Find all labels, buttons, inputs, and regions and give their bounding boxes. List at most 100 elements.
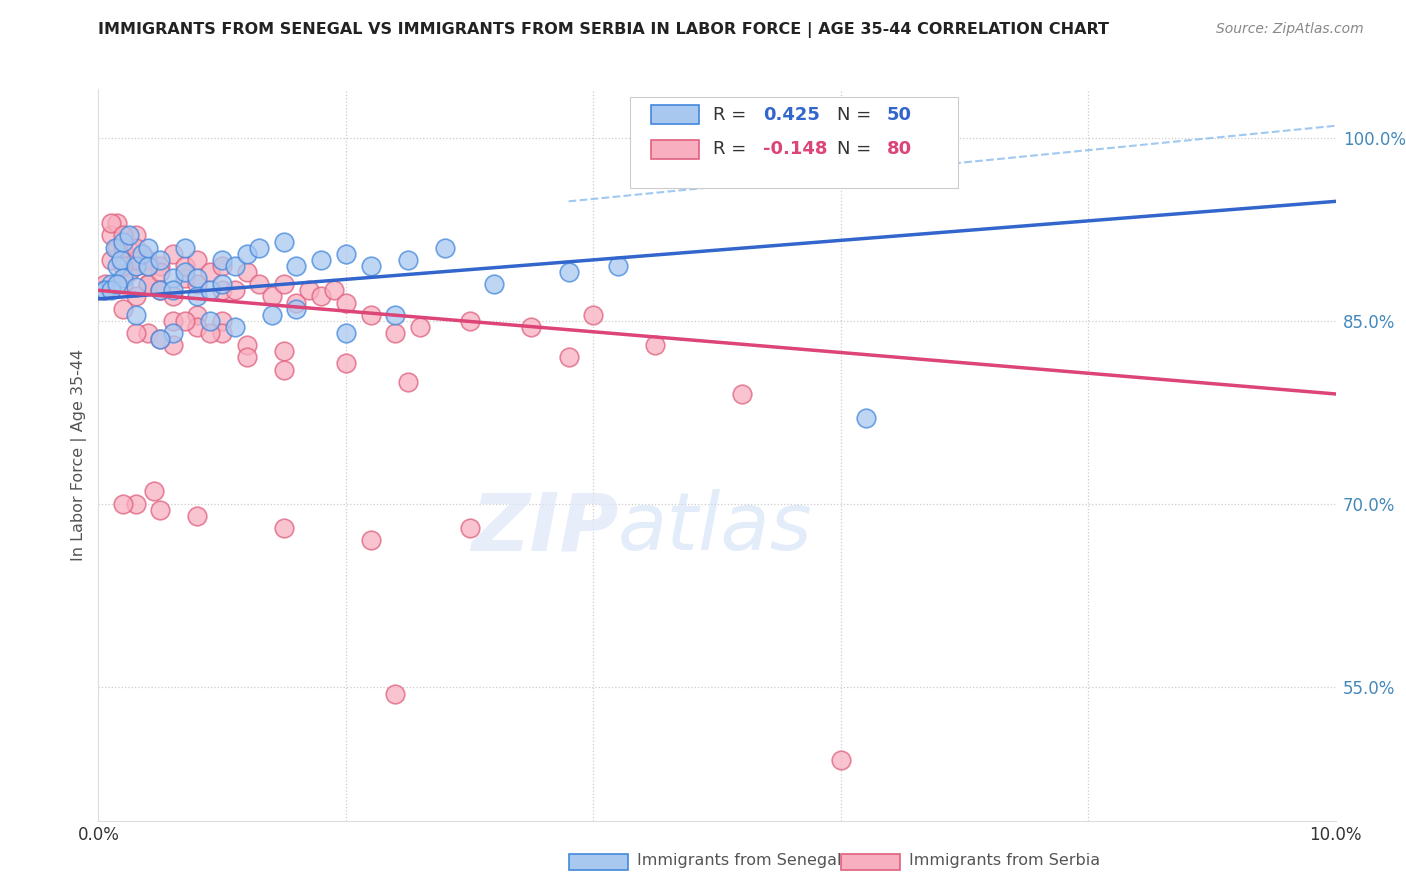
Point — [458, 521, 481, 535]
Point — [103, 241, 125, 255]
Text: ZIP: ZIP — [471, 489, 619, 567]
Point — [273, 521, 295, 535]
Point — [143, 484, 166, 499]
Point — [335, 247, 357, 261]
Point — [162, 338, 184, 352]
Point — [149, 265, 172, 279]
Point — [309, 289, 332, 303]
Point — [409, 320, 432, 334]
Text: Immigrants from Serbia: Immigrants from Serbia — [908, 854, 1099, 869]
Point — [236, 265, 259, 279]
Point — [149, 284, 172, 298]
FancyBboxPatch shape — [651, 105, 699, 124]
Point — [273, 277, 295, 292]
Point — [224, 284, 246, 298]
Point — [186, 252, 208, 267]
Point — [162, 247, 184, 261]
Point — [285, 295, 308, 310]
Point — [731, 387, 754, 401]
Point — [100, 277, 122, 292]
Point — [136, 252, 159, 267]
Point — [131, 247, 153, 261]
Point — [211, 284, 233, 298]
Text: N =: N = — [837, 140, 877, 158]
Point — [105, 241, 128, 255]
Point — [124, 259, 146, 273]
Point — [112, 271, 135, 285]
Point — [149, 284, 172, 298]
Point — [100, 252, 122, 267]
Point — [124, 252, 146, 267]
Point — [285, 301, 308, 316]
Point — [112, 259, 135, 273]
Point — [124, 279, 146, 293]
Point — [186, 289, 208, 303]
Point — [136, 241, 159, 255]
Point — [124, 289, 146, 303]
Point — [335, 326, 357, 340]
Text: 80: 80 — [887, 140, 911, 158]
Point — [198, 314, 221, 328]
Point — [198, 326, 221, 340]
Text: N =: N = — [837, 106, 877, 124]
Point — [644, 338, 666, 352]
Point — [118, 265, 141, 279]
Text: atlas: atlas — [619, 489, 813, 567]
Point — [105, 259, 128, 273]
Point — [124, 326, 146, 340]
Point — [149, 259, 172, 273]
Point — [360, 259, 382, 273]
Point — [91, 284, 114, 298]
Point — [211, 252, 233, 267]
Text: 0.425: 0.425 — [763, 106, 820, 124]
Point — [211, 326, 233, 340]
Point — [174, 314, 197, 328]
FancyBboxPatch shape — [651, 140, 699, 159]
Point — [186, 271, 208, 285]
FancyBboxPatch shape — [568, 854, 628, 870]
Text: IMMIGRANTS FROM SENEGAL VS IMMIGRANTS FROM SERBIA IN LABOR FORCE | AGE 35-44 COR: IMMIGRANTS FROM SENEGAL VS IMMIGRANTS FR… — [98, 22, 1109, 38]
Point — [136, 277, 159, 292]
Point — [224, 320, 246, 334]
Point — [186, 277, 208, 292]
Point — [162, 271, 184, 285]
Point — [124, 228, 146, 243]
Point — [607, 259, 630, 273]
Point — [396, 375, 419, 389]
Point — [105, 277, 128, 292]
Point — [100, 284, 122, 298]
FancyBboxPatch shape — [841, 854, 900, 870]
Point — [112, 301, 135, 316]
Point — [100, 216, 122, 230]
Point — [105, 216, 128, 230]
Point — [174, 271, 197, 285]
Point — [162, 284, 184, 298]
Point — [384, 687, 406, 701]
Point — [93, 284, 115, 298]
Point — [273, 344, 295, 359]
Point — [93, 277, 115, 292]
Point — [211, 277, 233, 292]
Point — [484, 277, 506, 292]
Point — [124, 308, 146, 322]
Point — [582, 308, 605, 322]
Point — [124, 241, 146, 255]
Point — [198, 265, 221, 279]
Text: Source: ZipAtlas.com: Source: ZipAtlas.com — [1216, 22, 1364, 37]
Point — [335, 357, 357, 371]
Point — [236, 351, 259, 365]
Point — [557, 351, 579, 365]
Point — [112, 497, 135, 511]
Point — [335, 295, 357, 310]
Point — [384, 308, 406, 322]
Point — [174, 265, 197, 279]
Point — [247, 241, 270, 255]
Point — [285, 259, 308, 273]
Point — [174, 241, 197, 255]
Text: R =: R = — [713, 106, 752, 124]
Point — [260, 289, 283, 303]
Point — [112, 228, 135, 243]
Text: 50: 50 — [887, 106, 911, 124]
Point — [309, 252, 332, 267]
Point — [198, 284, 221, 298]
